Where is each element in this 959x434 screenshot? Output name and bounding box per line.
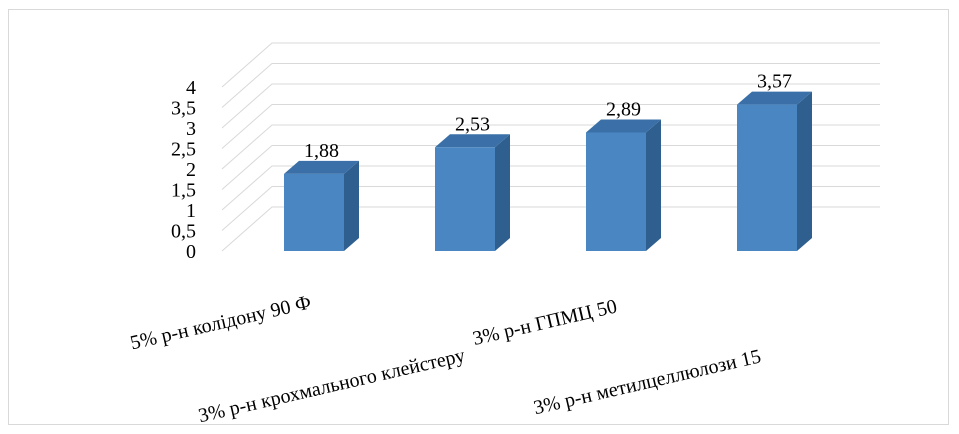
bar-side	[495, 134, 510, 251]
bars	[284, 91, 812, 251]
data-label: 2,53	[455, 113, 490, 135]
y-tick-label: 3	[186, 118, 196, 140]
category-label: 3% р-н ГПМЦ 50	[471, 295, 619, 350]
bar	[737, 91, 812, 251]
bar-front	[284, 173, 344, 251]
bar	[586, 119, 661, 251]
y-tick-label: 1,5	[171, 180, 196, 202]
bar-side	[344, 160, 359, 251]
bar-top	[284, 160, 359, 174]
category-labels: 5% р-н колідону 90 Ф3% р-н крохмального …	[128, 291, 763, 427]
data-label: 1,88	[304, 140, 339, 162]
bar-side	[797, 91, 812, 251]
y-tick-label: 3,5	[171, 98, 196, 120]
y-tick-label: 4	[186, 77, 196, 99]
y-tick-label: 2,5	[171, 139, 196, 161]
bar-front	[435, 147, 495, 251]
gridline	[221, 124, 880, 170]
y-tick-label: 0,5	[171, 221, 196, 243]
gridline	[221, 104, 880, 149]
bar-front	[737, 104, 797, 251]
gridline	[221, 206, 880, 252]
gridline	[221, 165, 880, 211]
category-label: 5% р-н колідону 90 Ф	[128, 291, 313, 354]
gridline	[221, 145, 880, 190]
bar	[284, 160, 359, 251]
y-axis-ticks: 00,511,522,533,54	[171, 77, 196, 263]
gridline	[221, 63, 880, 108]
gridline	[221, 83, 880, 129]
y-tick-label: 2	[186, 159, 196, 181]
gridline	[221, 42, 880, 88]
bar	[435, 134, 510, 251]
y-tick-label: 0	[186, 241, 196, 263]
gridline	[221, 186, 880, 231]
data-label: 2,89	[606, 99, 641, 121]
category-label: 3% р-н крохмального клейстеру	[196, 344, 467, 427]
bar-side	[646, 119, 661, 251]
category-label: 3% р-н метилцеллюлози 15	[532, 345, 764, 419]
data-label: 3,57	[757, 71, 792, 93]
data-labels: 1,88 2,53 2,89 3,57	[304, 71, 792, 162]
bar-top	[435, 134, 510, 148]
bar-top	[737, 91, 812, 105]
bar-top	[586, 119, 661, 133]
y-tick-label: 1	[186, 200, 196, 222]
grid-layer	[221, 42, 880, 252]
bar-front	[586, 132, 646, 251]
